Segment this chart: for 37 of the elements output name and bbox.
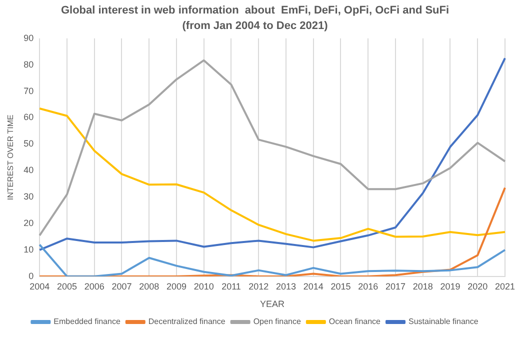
x-tick-label: 2015 — [330, 281, 351, 292]
x-tick-label: 2012 — [248, 281, 269, 292]
x-tick-label: 2014 — [303, 281, 324, 292]
y-axis-title: INTEREST OVER TIME — [6, 114, 16, 200]
y-tick-label: 20 — [24, 218, 34, 228]
y-tick-label: 10 — [24, 244, 34, 254]
legend-label: Open finance — [253, 317, 302, 326]
x-tick-label: 2017 — [385, 281, 406, 292]
legend-label: Decentralized finance — [148, 317, 226, 326]
y-tick-label: 70 — [24, 86, 34, 96]
x-tick-label: 2016 — [358, 281, 378, 292]
y-tick-label: 40 — [24, 165, 34, 176]
x-tick-label: 2009 — [166, 281, 186, 292]
y-tick-label: 90 — [24, 32, 34, 43]
x-tick-label: 2011 — [222, 281, 241, 292]
x-tick-label: 2007 — [112, 281, 132, 292]
x-tick-label: 2008 — [139, 281, 160, 292]
x-tick-label: 2021 — [494, 281, 516, 292]
y-tick-label: 50 — [24, 138, 34, 149]
legend-label: Ocean finance — [328, 317, 382, 326]
legend-label: Sustainable finance — [408, 317, 479, 326]
x-tick-label: 2006 — [84, 281, 104, 292]
x-tick-label: 2010 — [194, 281, 214, 292]
x-tick-label: 2018 — [412, 281, 433, 292]
x-tick-label: 2005 — [56, 281, 77, 292]
y-tick-label: 30 — [24, 192, 34, 202]
chart-title: Global interest in web information about EmFi, DeFi, OpFi, OcFi and SuFi — [60, 4, 450, 17]
y-tick-label: 80 — [24, 59, 34, 70]
y-tick-label: 60 — [24, 112, 34, 122]
x-tick-label: 2020 — [468, 281, 488, 292]
x-tick-label: 2019 — [440, 281, 460, 292]
x-axis-title: YEAR — [260, 299, 286, 310]
x-tick-label: 2004 — [30, 281, 50, 292]
legend-label: Embedded finance — [54, 317, 121, 326]
chart-subtitle: (from Jan 2004 to Dec 2021) — [182, 20, 328, 32]
y-tick-label: 0 — [28, 270, 34, 281]
x-tick-label: 2013 — [276, 281, 296, 292]
